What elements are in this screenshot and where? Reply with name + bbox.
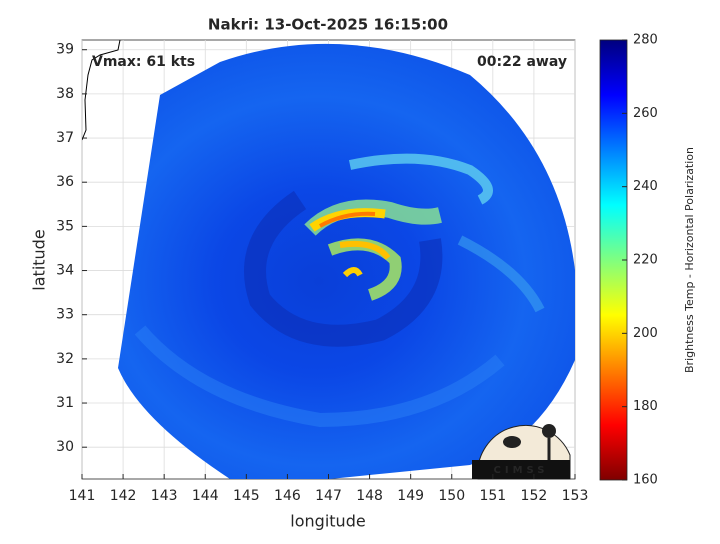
x-tick-label: 143 xyxy=(151,488,178,504)
colorbar-label: Brightness Temp - Horizontal Polarizatio… xyxy=(683,147,696,373)
x-tick-label: 153 xyxy=(562,488,589,504)
y-tick-label: 38 xyxy=(56,86,74,102)
logo-text: CIMSS xyxy=(494,465,549,476)
x-tick-label: 152 xyxy=(521,488,548,504)
chart-title: Nakri: 13-Oct-2025 16:15:00 xyxy=(208,16,448,34)
x-tick-label: 146 xyxy=(274,488,301,504)
x-tick-label: 148 xyxy=(356,488,383,504)
x-tick-label: 145 xyxy=(233,488,260,504)
colorbar-tick-label: 180 xyxy=(633,399,658,414)
y-tick-label: 34 xyxy=(56,263,74,279)
x-tick-label: 151 xyxy=(479,488,506,504)
x-tick-label: 149 xyxy=(397,488,424,504)
colorbar-tick-label: 200 xyxy=(633,326,658,341)
annotation: Vmax: 61 kts xyxy=(92,54,195,70)
x-tick-label: 141 xyxy=(69,488,96,504)
y-tick-label: 32 xyxy=(56,351,74,367)
x-tick-label: 150 xyxy=(438,488,465,504)
logo: CIMSS xyxy=(472,424,571,480)
y-axis-label: latitude xyxy=(30,229,49,290)
y-tick-label: 33 xyxy=(56,307,74,323)
satellite-image xyxy=(82,40,575,479)
y-tick-label: 39 xyxy=(56,42,74,58)
annotation: 00:22 away xyxy=(477,54,567,70)
colorbar-tick-label: 160 xyxy=(633,473,658,488)
y-tick-label: 31 xyxy=(56,395,74,411)
x-tick-label: 142 xyxy=(110,488,137,504)
x-tick-label: 147 xyxy=(315,488,342,504)
colorbar-tick-label: 220 xyxy=(633,253,658,268)
colorbar-tick-label: 280 xyxy=(633,33,658,48)
y-tick-label: 36 xyxy=(56,174,74,190)
y-tick-label: 37 xyxy=(56,130,74,146)
colorbar-tick-label: 240 xyxy=(633,179,658,194)
x-tick-label: 144 xyxy=(192,488,219,504)
colorbar-tick-label: 260 xyxy=(633,106,658,121)
y-tick-label: 35 xyxy=(56,218,74,234)
x-axis-label: longitude xyxy=(290,512,365,531)
y-tick-label: 30 xyxy=(56,439,74,455)
